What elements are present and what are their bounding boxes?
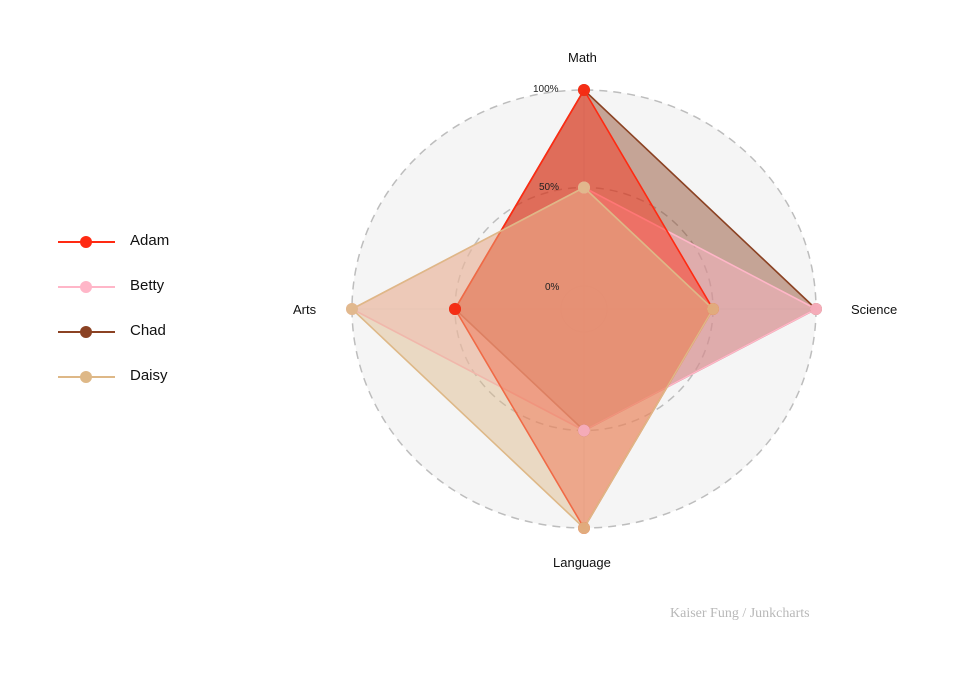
tick-label-0: 0% [545, 282, 560, 293]
legend: Adam Betty Chad Daisy [58, 230, 258, 410]
legend-dot-icon [80, 371, 92, 383]
legend-label: Chad [130, 322, 166, 339]
data-point-daisy[interactable] [707, 303, 719, 315]
data-point-adam[interactable] [449, 303, 461, 315]
legend-item-adam[interactable]: Adam [58, 230, 258, 275]
legend-label: Betty [130, 277, 165, 294]
legend-dot-icon [80, 326, 92, 338]
legend-item-betty[interactable]: Betty [58, 275, 258, 320]
data-point-daisy[interactable] [578, 181, 590, 194]
legend-item-daisy[interactable]: Daisy [58, 365, 258, 410]
axis-label-arts: Arts [293, 302, 317, 317]
legend-label: Adam [130, 232, 170, 249]
data-point-adam[interactable] [578, 84, 590, 96]
data-point-daisy[interactable] [346, 303, 358, 315]
data-point-daisy[interactable] [578, 522, 590, 534]
legend-dot-icon [80, 236, 92, 248]
data-point-betty[interactable] [578, 424, 590, 437]
data-point-betty[interactable] [810, 303, 822, 315]
axis-label-language: Language [553, 555, 611, 570]
tick-label-100: 100% [533, 84, 559, 95]
radar-series [351, 89, 817, 529]
legend-label: Daisy [130, 367, 168, 384]
axis-label-science: Science [851, 302, 898, 317]
axis-label-math: Math [568, 50, 597, 65]
radar-points [346, 84, 822, 534]
legend-dot-icon [80, 281, 92, 293]
credit-text: Kaiser Fung / Junkcharts [670, 606, 810, 621]
legend-item-chad[interactable]: Chad [58, 320, 258, 365]
tick-label-50: 50% [539, 182, 560, 193]
